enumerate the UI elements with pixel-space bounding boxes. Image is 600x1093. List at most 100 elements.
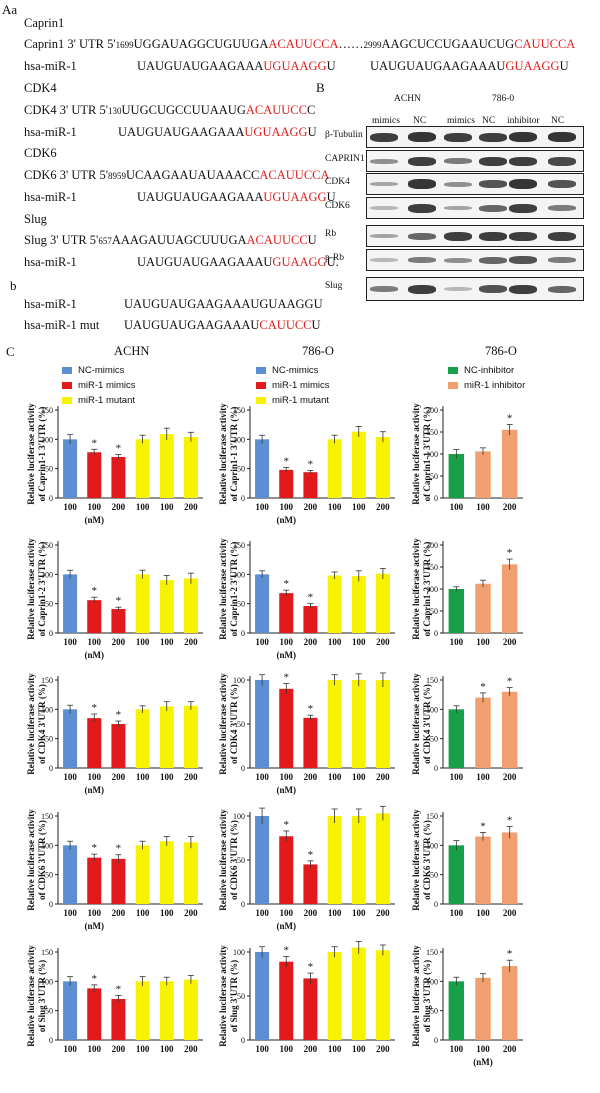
blot-band (444, 181, 472, 187)
bar (279, 593, 294, 633)
panel-label-B: B (316, 80, 325, 95)
bar (255, 680, 270, 768)
x-tick-label: 100 (280, 908, 294, 918)
blot-band (408, 179, 436, 189)
x-unit-label: (nM) (85, 921, 105, 931)
blot-band (509, 132, 537, 142)
mir1-mut-label: hsa-miR-1 mut (24, 318, 100, 332)
legend-nc-mimics-2: NC-mimics (256, 365, 318, 376)
bar (255, 952, 270, 1040)
y-axis-subtitle: of Caprin1-2 3'UTR (%) (422, 542, 432, 637)
y-axis-subtitle: of Slug 3'UTR (%) (229, 960, 239, 1032)
lane-label: mimics (372, 116, 400, 126)
bar (303, 978, 318, 1040)
y-axis-subtitle: of CDK4 3'UTR (%) (422, 684, 432, 764)
x-tick-label: 100 (352, 772, 366, 782)
blot-strip (366, 225, 584, 247)
bar (63, 574, 78, 633)
bar (501, 564, 518, 633)
y-tick-label: 50 (45, 465, 53, 474)
bar (87, 988, 102, 1040)
x-tick-label: 100 (136, 772, 150, 782)
y-tick-label: 150 (41, 406, 53, 415)
mir1-mut-seq: UAUGUAUGAAGAAAUCAUUCCU (124, 318, 321, 332)
y-tick-label: 100 (41, 570, 53, 579)
y-axis-subtitle: of CDK4 3'UTR (%) (37, 684, 47, 764)
y-axis-title: Relative luciferase activity (218, 809, 228, 911)
significance-star: * (507, 413, 513, 425)
y-axis-title: Relative luciferase activity (218, 945, 228, 1047)
bar (183, 436, 198, 498)
bar (111, 858, 126, 904)
bar (501, 429, 518, 498)
blot-band (548, 285, 576, 293)
y-tick-label: 150 (233, 406, 245, 415)
blot-band (509, 284, 537, 294)
bar (159, 841, 174, 904)
significance-star: * (284, 944, 290, 956)
panel-label-b: b (10, 278, 17, 293)
blot-band (479, 231, 507, 241)
x-tick-label: 100 (160, 1044, 174, 1054)
blot-band (479, 132, 507, 142)
bar (87, 600, 102, 633)
blot-strip (366, 277, 584, 301)
bar (183, 705, 198, 768)
significance-star: * (116, 443, 122, 455)
blot-band (509, 203, 537, 213)
bar (327, 439, 342, 498)
x-tick-label: 200 (112, 1044, 126, 1054)
x-tick-label: 100 (136, 502, 150, 512)
x-tick-label: 100 (88, 637, 102, 647)
mir1-wt-label: hsa-miR-1 (24, 297, 77, 311)
cdk4-utr-seq: CDK4 3' UTR 5'130UUGCUGCCUUAAUGACAUUCCC (24, 103, 316, 117)
bar (375, 436, 390, 498)
blot-label: Rb (325, 229, 337, 239)
bar (327, 816, 342, 904)
x-tick-label: 100 (280, 637, 294, 647)
cdk6-mir-label: hsa-miR-1 (24, 190, 77, 204)
y-tick-label: 100 (426, 705, 438, 714)
y-tick-label: 0 (434, 900, 438, 909)
x-tick-label: 100 (476, 637, 490, 647)
x-tick-label: 200 (304, 502, 318, 512)
x-tick-label: 200 (112, 502, 126, 512)
cdk6-utr-seq: CDK6 3' UTR 5'8959UCAAGAAUAUAAACCACAUUCC… (24, 168, 330, 182)
y-tick-label: 50 (237, 600, 245, 609)
bar (351, 816, 366, 904)
blot-band (408, 132, 436, 142)
x-tick-label: 100 (88, 908, 102, 918)
bar (501, 832, 518, 904)
x-tick-label: 100 (255, 908, 269, 918)
y-tick-label: 50 (237, 720, 245, 729)
bar (351, 576, 366, 633)
bar (279, 688, 294, 768)
bar (255, 574, 270, 633)
y-tick-label: 150 (233, 541, 245, 550)
blot-band (444, 231, 472, 241)
x-tick-label: 200 (112, 772, 126, 782)
y-tick-label: 50 (430, 607, 438, 616)
significance-star: * (507, 948, 513, 960)
column-title-786o-inhibitor: 786-O (485, 344, 517, 358)
y-tick-label: 100 (233, 435, 245, 444)
blot-band (444, 206, 472, 210)
slug-utr-seq: Slug 3' UTR 5'657AAAGAUUAGCUUUGAACAUUCCU (24, 233, 317, 247)
x-unit-label: (nM) (277, 921, 297, 931)
x-unit-label: (nM) (473, 1057, 493, 1067)
y-tick-label: 0 (49, 900, 53, 909)
x-tick-label: 100 (450, 637, 464, 647)
x-tick-label: 100 (352, 502, 366, 512)
x-tick-label: 100 (328, 772, 342, 782)
blot-band (408, 203, 436, 213)
y-tick-label: 50 (430, 1007, 438, 1016)
bar (87, 718, 102, 768)
blot-strip (366, 150, 584, 172)
y-tick-label: 100 (233, 948, 245, 957)
x-tick-label: 200 (376, 502, 390, 512)
y-tick-label: 150 (41, 676, 53, 685)
x-tick-label: 200 (184, 1044, 198, 1054)
y-axis-subtitle: of Caprin1-1 3'UTR (%) (229, 407, 239, 502)
blot-band (370, 258, 398, 262)
blot-label: β-Tubulin (325, 130, 363, 140)
